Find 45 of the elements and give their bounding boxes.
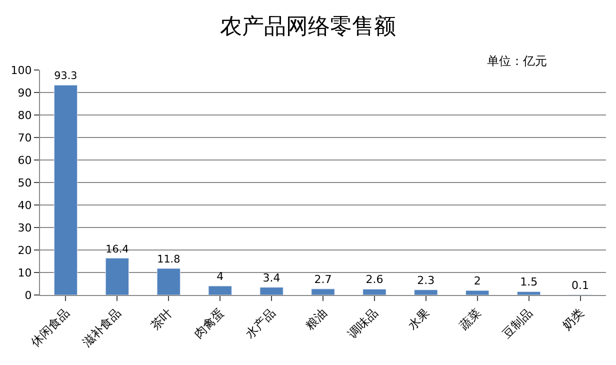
y-tick-label: 90 — [18, 86, 32, 100]
y-tick-label: 0 — [24, 288, 32, 302]
x-tick-label: 肉禽蛋 — [191, 306, 226, 342]
bar — [516, 291, 541, 295]
data-label: 11.8 — [157, 254, 180, 266]
x-tick-label: 滋补食品 — [80, 306, 124, 350]
y-tick-label: 40 — [18, 198, 32, 212]
text: 单位：亿元 — [487, 54, 547, 68]
y-tick-label: 100 — [10, 64, 32, 77]
y-tick-label: 50 — [18, 176, 32, 190]
data-label: 4 — [216, 270, 224, 283]
x-tick-label: 蔬菜 — [456, 306, 484, 333]
x-tick-label: 茶叶 — [148, 306, 176, 333]
y-tick-label: 60 — [18, 154, 32, 167]
bar — [156, 268, 180, 295]
bar — [311, 288, 335, 295]
bar — [414, 290, 438, 295]
bar — [362, 288, 386, 295]
data-label: 3.4 — [262, 271, 280, 284]
bar — [260, 287, 284, 295]
y-tick-label: 70 — [18, 131, 32, 144]
y-tick-label: 10 — [18, 266, 32, 280]
x-tick-label: 奶类 — [560, 306, 587, 333]
x-tick-label: 调味品 — [345, 306, 381, 342]
y-tick-label: 30 — [18, 221, 32, 234]
x-tick-label: 豆制品 — [500, 306, 536, 342]
data-label: 2.6 — [366, 273, 384, 286]
bar — [105, 258, 130, 295]
data-label: 2.3 — [417, 274, 435, 287]
bar — [466, 290, 490, 295]
data-label: 1.5 — [520, 276, 538, 289]
data-label: 2 — [474, 274, 481, 288]
x-tick-label: 水果 — [405, 306, 432, 333]
data-label: 0.1 — [572, 278, 590, 292]
x-tick-label: 休闲食品 — [28, 306, 72, 350]
y-tick-label: 20 — [18, 244, 32, 257]
data-label: 93.3 — [54, 70, 78, 82]
x-tick-label: 粮油 — [302, 306, 330, 333]
bar — [54, 84, 78, 295]
chart-title: 农产品网络零售额 — [220, 14, 396, 40]
x-tick-label: 水产品 — [242, 306, 278, 342]
data-label: 16.4 — [106, 243, 130, 256]
y-tick-label: 80 — [18, 108, 32, 122]
data-label: 2.7 — [314, 272, 332, 286]
bar — [208, 286, 232, 295]
